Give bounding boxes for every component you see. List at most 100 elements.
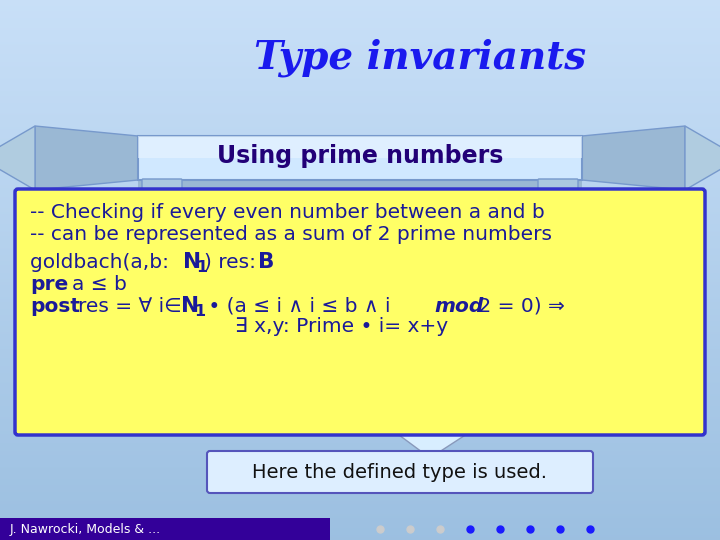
Bar <box>0 437 720 438</box>
Bar <box>0 186 720 187</box>
Bar <box>0 253 720 254</box>
Bar <box>0 45 720 46</box>
Bar <box>0 411 720 412</box>
Bar <box>0 124 720 125</box>
Bar <box>0 358 720 359</box>
Bar <box>0 287 720 288</box>
Bar <box>0 328 720 329</box>
Bar <box>0 176 720 177</box>
Bar <box>0 365 720 366</box>
Bar <box>0 537 720 538</box>
Bar <box>0 80 720 81</box>
Bar <box>0 128 720 129</box>
Bar <box>0 0 720 1</box>
Text: J. Nawrocki, Models & ...: J. Nawrocki, Models & ... <box>10 523 161 536</box>
Bar <box>0 227 720 228</box>
Bar <box>0 345 720 346</box>
Bar <box>0 479 720 480</box>
Bar <box>0 130 720 131</box>
Bar <box>0 433 720 434</box>
Bar <box>0 168 720 169</box>
Bar <box>0 440 720 441</box>
Bar <box>0 391 720 392</box>
Bar <box>0 324 720 325</box>
Bar <box>0 486 720 487</box>
Bar <box>0 242 720 243</box>
Bar <box>0 181 720 182</box>
Bar <box>0 27 720 28</box>
Bar <box>0 199 720 200</box>
Bar <box>0 139 720 140</box>
Bar <box>0 64 720 65</box>
Bar <box>0 226 720 227</box>
Bar <box>0 341 720 342</box>
Bar <box>0 442 720 443</box>
Bar <box>0 285 720 286</box>
Bar <box>0 525 720 526</box>
Bar <box>0 381 720 382</box>
Bar <box>0 312 720 313</box>
Bar <box>0 109 720 110</box>
Bar <box>0 318 720 319</box>
Bar <box>0 144 720 145</box>
Bar <box>0 38 720 39</box>
Bar <box>0 503 720 504</box>
Bar <box>0 67 720 68</box>
Bar <box>0 397 720 398</box>
Bar <box>0 11 720 12</box>
Bar <box>0 478 720 479</box>
Bar <box>0 162 720 163</box>
Bar <box>0 316 720 317</box>
Bar <box>0 61 720 62</box>
Bar <box>0 34 720 35</box>
Bar <box>0 392 720 393</box>
Bar <box>0 129 720 130</box>
Bar <box>0 71 720 72</box>
Text: -- can be represented as a sum of 2 prime numbers: -- can be represented as a sum of 2 prim… <box>30 226 552 245</box>
Bar <box>0 447 720 448</box>
Text: pre: pre <box>30 274 68 294</box>
Bar <box>0 106 720 107</box>
Bar <box>0 145 720 146</box>
Bar <box>0 149 720 150</box>
Bar <box>0 500 720 501</box>
Bar <box>0 212 720 213</box>
Bar <box>0 310 720 311</box>
Bar <box>0 291 720 292</box>
Bar <box>0 535 720 536</box>
Text: mod: mod <box>434 296 483 315</box>
Bar <box>0 511 720 512</box>
Bar <box>0 115 720 116</box>
Bar <box>0 301 720 302</box>
Bar <box>0 132 720 133</box>
Bar <box>0 284 720 285</box>
Bar <box>0 395 720 396</box>
Bar <box>0 40 720 41</box>
Bar <box>0 32 720 33</box>
Bar <box>0 453 720 454</box>
Bar <box>0 33 720 34</box>
Bar <box>0 267 720 268</box>
Bar <box>0 333 720 334</box>
Bar <box>0 355 720 356</box>
Bar <box>0 434 720 435</box>
Polygon shape <box>582 126 685 190</box>
Bar <box>0 278 720 279</box>
Bar <box>0 94 720 95</box>
Bar <box>0 246 720 247</box>
Bar <box>0 135 720 136</box>
Bar <box>0 528 720 529</box>
Bar <box>0 389 720 390</box>
Bar <box>0 169 720 170</box>
Bar <box>0 426 720 427</box>
Bar <box>0 159 720 160</box>
Bar <box>0 17 720 18</box>
Bar <box>0 6 720 7</box>
Bar <box>0 41 720 42</box>
FancyBboxPatch shape <box>138 136 582 180</box>
Bar <box>0 408 720 409</box>
Bar <box>0 210 720 211</box>
Bar <box>0 143 720 144</box>
Bar <box>0 211 720 212</box>
Bar <box>0 445 720 446</box>
